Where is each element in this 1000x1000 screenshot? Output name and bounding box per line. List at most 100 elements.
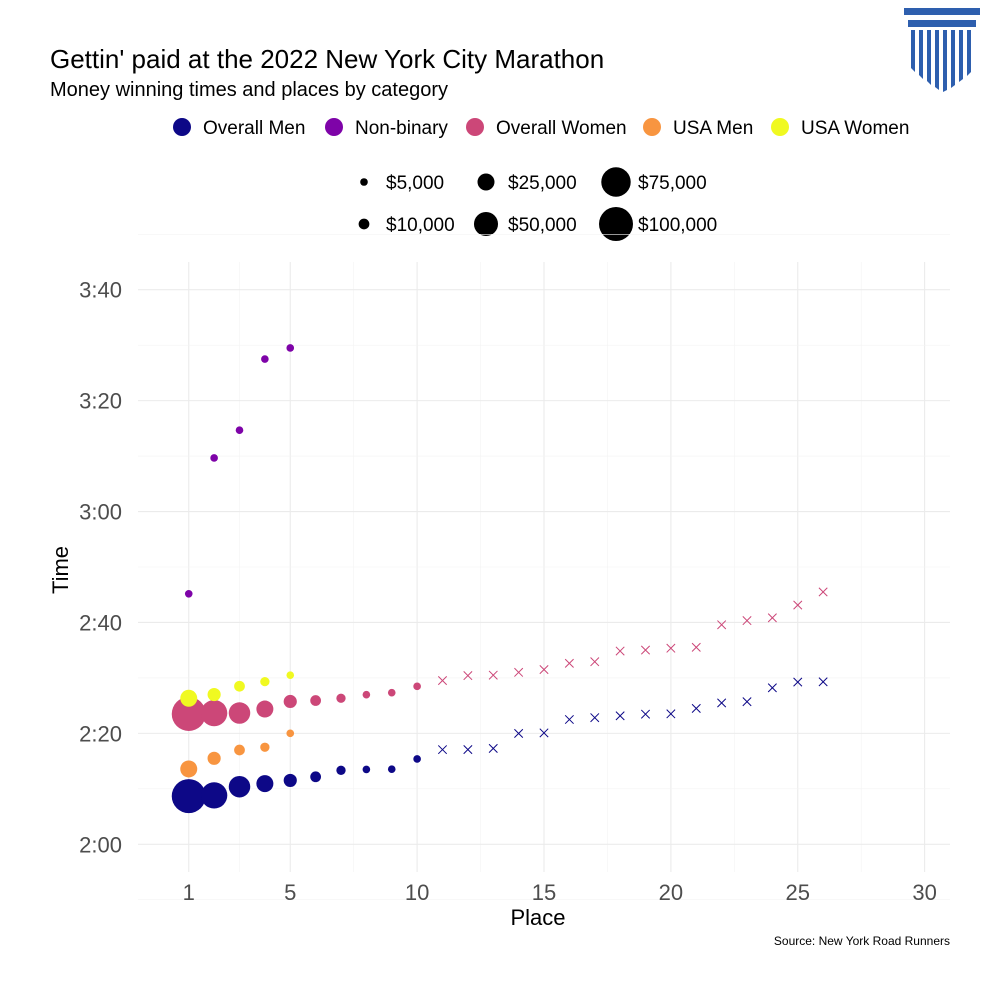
data-point [260,676,270,687]
data-point-unpaid [463,744,473,755]
data-point [336,693,346,703]
size-legend-swatch [477,173,495,191]
data-point [256,700,274,718]
size-legend-swatch [360,178,368,186]
size-legend-swatch [601,167,631,197]
legend-label: USA Men [673,118,753,139]
x-tick-label: 5 [284,880,296,905]
chart-title: Gettin' paid at the 2022 New York City M… [50,44,605,74]
data-point-unpaid [717,698,727,708]
data-point-unpaid [717,620,727,630]
data-point [286,344,295,352]
data-points [171,344,828,814]
x-axis-label: Place [510,905,565,930]
x-tick-label: 10 [405,880,429,905]
data-point-unpaid [539,728,549,738]
data-point-unpaid [691,703,701,713]
y-tick-label: 2:00 [79,832,122,857]
x-tick-label: 25 [786,880,810,905]
data-point [387,765,396,774]
data-point [260,742,270,752]
data-point [283,773,297,787]
y-axis: 2:00 2:20 2:40 3:00 3:20 3:40 [79,278,122,858]
size-legend-swatch [473,211,499,237]
data-point-unpaid [793,677,803,687]
data-point [180,760,198,778]
data-point [180,689,198,707]
data-point [207,751,221,765]
data-point-unpaid [793,600,803,610]
data-point-unpaid [463,671,473,681]
data-point-unpaid [615,646,625,656]
data-point [200,699,228,727]
size-legend-label: $25,000 [508,173,577,194]
data-point [387,688,396,697]
legend-swatch [173,118,191,136]
data-point [413,755,421,763]
x-tick-label: 15 [532,880,556,905]
size-legend-label: $50,000 [508,215,577,236]
legend-label: Non-binary [355,118,448,139]
y-axis-label: Time [48,546,73,594]
data-point-unpaid [539,665,549,675]
legend-swatch [643,118,661,136]
color-legend: Overall Men Non-binary Overall Women USA Me… [173,118,909,139]
size-legend-swatch [599,207,633,241]
data-point-unpaid [514,667,524,677]
data-point [228,702,251,724]
size-legend-swatch [358,218,370,230]
legend-swatch [325,118,343,136]
data-point [256,775,274,793]
legend-label: Overall Women [496,118,627,139]
chart-subtitle: Money winning times and places by catego… [50,79,448,101]
data-point [234,680,245,692]
data-point-unpaid [590,713,600,723]
data-point [310,695,322,706]
data-point-unpaid [590,657,600,667]
legend-label: Overall Men [203,118,305,139]
legend-swatch [771,118,789,136]
grid-lines [138,233,950,901]
source-note: Source: New York Road Runners [773,934,950,948]
data-point-unpaid [818,587,828,597]
y-tick-label: 2:20 [79,721,122,746]
y-tick-label: 2:40 [79,610,122,635]
data-point-unpaid [666,709,676,719]
x-axis: 1 5 10 15 20 25 30 [183,880,937,905]
data-point-unpaid [488,670,498,680]
data-point [286,671,295,679]
data-point [362,690,371,699]
y-tick-label: 3:40 [79,278,122,303]
x-tick-label: 30 [912,880,936,905]
data-point-unpaid [488,743,498,753]
size-legend: $5,000 $10,000 $25,000 $50,000 $75,000 $100,0… [358,167,717,241]
data-point-unpaid [437,745,448,755]
data-point-unpaid [640,645,651,655]
data-point [171,779,206,814]
data-point [200,782,228,809]
data-point-unpaid [767,613,777,623]
data-point [228,775,251,798]
data-point-unpaid [691,642,701,652]
legend-swatch [466,118,484,136]
data-point-unpaid [742,616,752,626]
data-point-unpaid [437,676,448,686]
data-point-unpaid [818,677,828,687]
y-tick-label: 3:00 [79,500,122,525]
size-legend-label: $10,000 [386,215,455,236]
data-point [413,682,421,691]
data-point-unpaid [767,683,777,693]
data-point [210,454,218,462]
size-legend-label: $75,000 [638,173,707,194]
legend-label: USA Women [801,118,909,139]
data-point-unpaid [742,697,752,707]
data-point-unpaid [564,714,574,725]
data-point [235,426,244,435]
data-point-unpaid [640,709,651,719]
data-point [171,696,206,731]
data-point [184,590,193,598]
data-point [283,694,297,709]
data-point [286,729,295,738]
data-point-unpaid [564,658,574,668]
